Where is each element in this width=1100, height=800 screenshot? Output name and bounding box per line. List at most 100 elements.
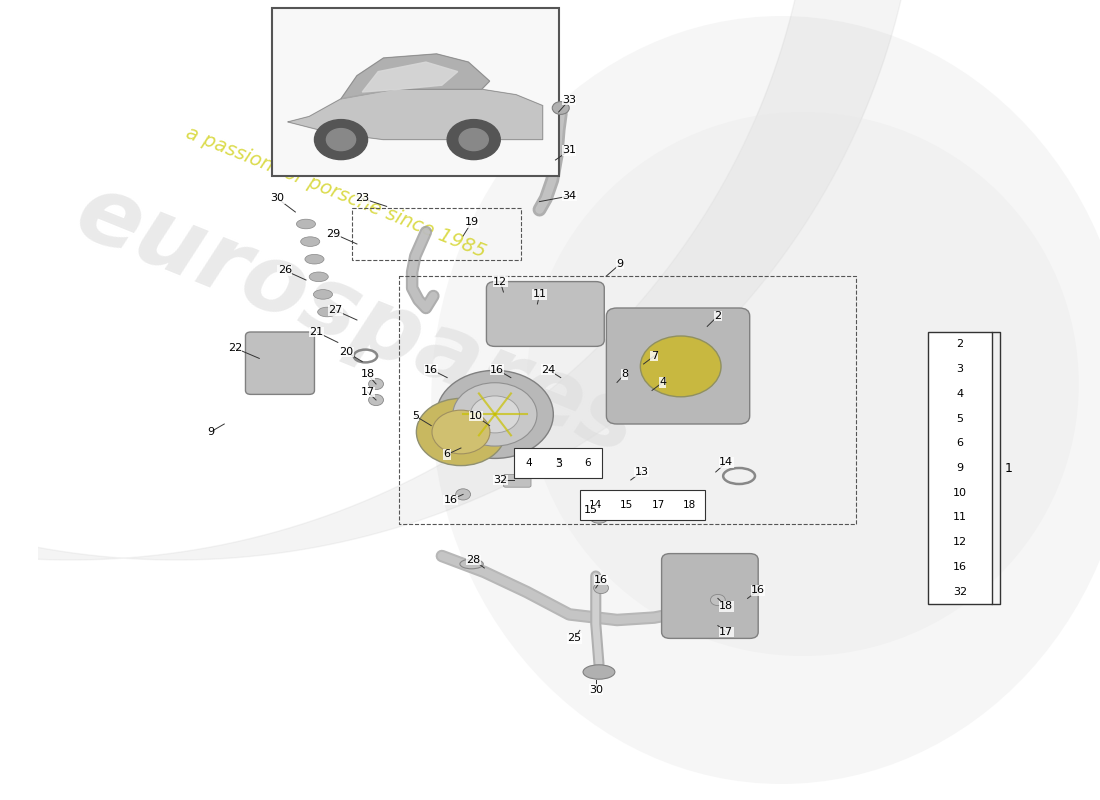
Text: 30: 30 bbox=[588, 685, 603, 694]
Ellipse shape bbox=[591, 514, 607, 523]
Text: 15: 15 bbox=[620, 500, 634, 510]
Text: 16: 16 bbox=[953, 562, 967, 572]
Text: 6: 6 bbox=[956, 438, 964, 448]
Text: 4: 4 bbox=[526, 458, 532, 468]
Text: 19: 19 bbox=[464, 218, 478, 227]
Text: 9: 9 bbox=[617, 259, 624, 269]
Text: 27: 27 bbox=[329, 306, 343, 315]
Circle shape bbox=[594, 582, 608, 594]
Circle shape bbox=[448, 119, 501, 160]
Text: 5: 5 bbox=[411, 411, 419, 421]
Text: 20: 20 bbox=[339, 347, 353, 357]
Text: 4: 4 bbox=[659, 378, 667, 387]
Circle shape bbox=[453, 382, 537, 446]
Text: 2: 2 bbox=[956, 339, 964, 350]
Text: 14: 14 bbox=[588, 500, 602, 510]
FancyBboxPatch shape bbox=[245, 332, 315, 394]
Ellipse shape bbox=[460, 559, 483, 569]
Circle shape bbox=[315, 119, 367, 160]
Text: 16: 16 bbox=[425, 365, 438, 374]
Circle shape bbox=[327, 129, 355, 150]
Text: 11: 11 bbox=[953, 513, 967, 522]
Text: 17: 17 bbox=[361, 387, 375, 397]
Circle shape bbox=[459, 129, 488, 150]
Text: 3: 3 bbox=[956, 364, 964, 374]
Text: 21: 21 bbox=[309, 327, 323, 337]
Text: 12: 12 bbox=[953, 537, 967, 547]
Text: 18: 18 bbox=[361, 370, 375, 379]
Text: 4: 4 bbox=[956, 389, 964, 399]
Bar bbox=[272, 8, 559, 176]
Circle shape bbox=[417, 398, 506, 466]
Text: 26: 26 bbox=[277, 266, 292, 275]
Text: 6: 6 bbox=[443, 450, 451, 459]
Ellipse shape bbox=[527, 112, 1079, 656]
Bar bbox=[352, 208, 521, 260]
Text: 14: 14 bbox=[719, 458, 734, 467]
Polygon shape bbox=[362, 62, 458, 92]
FancyBboxPatch shape bbox=[606, 308, 750, 424]
Circle shape bbox=[437, 370, 553, 458]
FancyBboxPatch shape bbox=[661, 554, 758, 638]
Text: 23: 23 bbox=[355, 194, 370, 203]
Text: 11: 11 bbox=[532, 290, 547, 299]
Text: 22: 22 bbox=[228, 343, 242, 353]
Text: 31: 31 bbox=[562, 146, 576, 155]
Text: 33: 33 bbox=[562, 95, 576, 105]
Polygon shape bbox=[288, 90, 542, 139]
Ellipse shape bbox=[296, 219, 316, 229]
Polygon shape bbox=[341, 54, 490, 98]
Text: 17: 17 bbox=[651, 500, 664, 510]
Circle shape bbox=[368, 378, 384, 390]
Circle shape bbox=[432, 410, 490, 454]
Text: 34: 34 bbox=[562, 191, 576, 201]
Bar bbox=[399, 276, 856, 524]
Text: 2: 2 bbox=[714, 311, 722, 321]
Circle shape bbox=[455, 489, 471, 500]
Text: 9: 9 bbox=[956, 463, 964, 473]
Text: 32: 32 bbox=[953, 586, 967, 597]
Ellipse shape bbox=[314, 290, 332, 299]
Text: 6: 6 bbox=[584, 458, 591, 468]
FancyBboxPatch shape bbox=[504, 474, 531, 487]
Text: 25: 25 bbox=[568, 634, 582, 643]
Text: 18: 18 bbox=[683, 500, 696, 510]
Text: eurospares: eurospares bbox=[63, 166, 651, 474]
Bar bbox=[928, 332, 992, 604]
FancyBboxPatch shape bbox=[486, 282, 604, 346]
Ellipse shape bbox=[305, 254, 324, 264]
Text: 10: 10 bbox=[469, 411, 483, 421]
Text: 12: 12 bbox=[493, 277, 507, 286]
Text: 28: 28 bbox=[466, 555, 481, 565]
Bar bbox=[514, 448, 602, 478]
Circle shape bbox=[471, 396, 519, 433]
Ellipse shape bbox=[583, 665, 615, 679]
Ellipse shape bbox=[431, 16, 1100, 784]
Circle shape bbox=[640, 336, 720, 397]
Text: 10: 10 bbox=[953, 488, 967, 498]
Text: a passion for porsche since 1985: a passion for porsche since 1985 bbox=[183, 123, 488, 261]
Text: 8: 8 bbox=[620, 370, 628, 379]
Bar bbox=[580, 490, 705, 520]
Text: 24: 24 bbox=[541, 365, 556, 374]
Text: 3: 3 bbox=[556, 459, 562, 469]
Circle shape bbox=[368, 394, 384, 406]
Ellipse shape bbox=[300, 237, 320, 246]
Text: 13: 13 bbox=[635, 467, 648, 477]
Text: 5: 5 bbox=[554, 458, 561, 468]
Circle shape bbox=[711, 594, 725, 606]
Text: 16: 16 bbox=[751, 586, 766, 595]
Text: 1: 1 bbox=[1004, 462, 1012, 474]
Text: 16: 16 bbox=[594, 575, 608, 585]
Text: 30: 30 bbox=[271, 194, 284, 203]
Text: 17: 17 bbox=[719, 627, 734, 637]
Text: 7: 7 bbox=[650, 351, 658, 361]
Text: 16: 16 bbox=[491, 365, 504, 374]
Ellipse shape bbox=[309, 272, 328, 282]
Text: 29: 29 bbox=[327, 229, 341, 238]
Text: 9: 9 bbox=[207, 427, 215, 437]
Text: 18: 18 bbox=[719, 602, 734, 611]
Text: 15: 15 bbox=[583, 506, 597, 515]
Ellipse shape bbox=[318, 307, 337, 317]
Circle shape bbox=[552, 102, 569, 114]
